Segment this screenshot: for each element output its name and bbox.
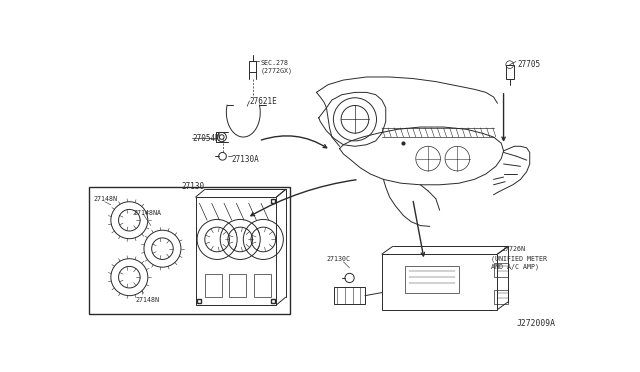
Bar [382,254,497,310]
Text: J272009A: J272009A [516,319,556,328]
Bar [230,274,246,297]
Bar [334,287,365,304]
Text: 27621E: 27621E [250,97,277,106]
Text: 27054M: 27054M [193,134,220,143]
Text: 27726N: 27726N [501,246,525,252]
Bar [196,197,276,305]
Text: 27130: 27130 [182,182,205,191]
Text: 27705: 27705 [517,60,541,69]
Text: 27148N: 27148N [93,196,117,202]
Text: 27148N: 27148N [136,297,159,303]
Bar [506,65,513,78]
Bar [249,61,257,71]
Bar [494,290,508,304]
Bar [494,263,508,277]
Text: 27148NA: 27148NA [134,210,162,216]
Text: AND A/C AMP): AND A/C AMP) [492,263,540,270]
Bar [205,274,221,297]
Bar [405,266,459,293]
Text: 27130C: 27130C [326,256,351,262]
Text: (2772GX): (2772GX) [260,68,292,74]
Text: 27130A: 27130A [232,155,259,164]
Bar [90,187,289,314]
Text: SEC.278: SEC.278 [260,60,288,66]
Bar [254,274,271,297]
Text: (UNIFIED METER: (UNIFIED METER [492,256,547,262]
